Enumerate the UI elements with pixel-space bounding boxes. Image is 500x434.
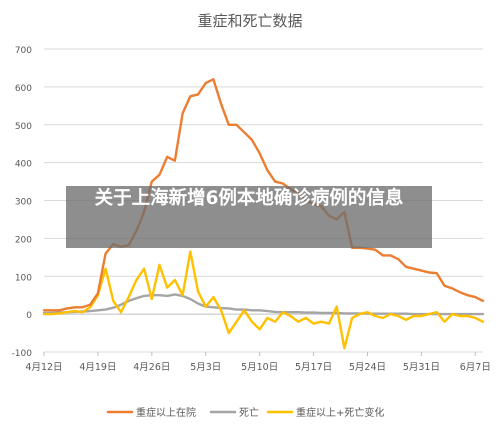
legend-label: 重症以上+死亡变化	[296, 406, 384, 419]
x-tick-label: 5月31日	[403, 362, 440, 373]
series-line	[42, 250, 485, 350]
y-tick-label: 400	[15, 160, 32, 170]
headline-overlay[interactable]: 关于上海新增6例本地确诊病例的信息	[66, 186, 432, 248]
x-tick-label: 5月10日	[241, 362, 278, 373]
x-tick-label: 4月12日	[25, 362, 62, 373]
y-tick-label: 500	[15, 122, 32, 132]
legend-label: 死亡	[239, 406, 259, 419]
y-tick-label: 600	[15, 84, 32, 94]
y-tick-label: 300	[15, 198, 32, 208]
legend: 重症以上在院 死亡 重症以上+死亡变化	[106, 406, 384, 419]
headline-text: 关于上海新增6例本地确诊病例的信息	[94, 188, 404, 209]
y-tick-label: 200	[15, 235, 32, 245]
series-line	[42, 293, 485, 316]
x-tick-label: 6月7日	[460, 362, 491, 373]
x-tick-label: 5月3日	[190, 362, 221, 373]
y-tick-label: 100	[15, 273, 32, 283]
x-tick-label: 5月24日	[349, 362, 386, 373]
y-tick-label: 700	[15, 46, 32, 56]
x-tick-label: 4月19日	[79, 362, 116, 373]
y-tick-label: -100	[12, 349, 33, 359]
x-axis-tick-labels: 4月12日 4月19日 4月26日 5月3日 5月10日 5月17日 5月24日 5月31日 6…	[25, 352, 491, 373]
legend-label: 重症以上在院	[136, 406, 196, 419]
chart-title: 重症和死亡数据	[197, 12, 302, 30]
x-tick-label: 4月26日	[133, 362, 170, 373]
x-tick-label: 5月17日	[295, 362, 332, 373]
y-tick-label: 0	[26, 311, 32, 321]
y-axis-tick-labels: -100 0 100 200 300 400 500 600 700	[12, 46, 33, 359]
